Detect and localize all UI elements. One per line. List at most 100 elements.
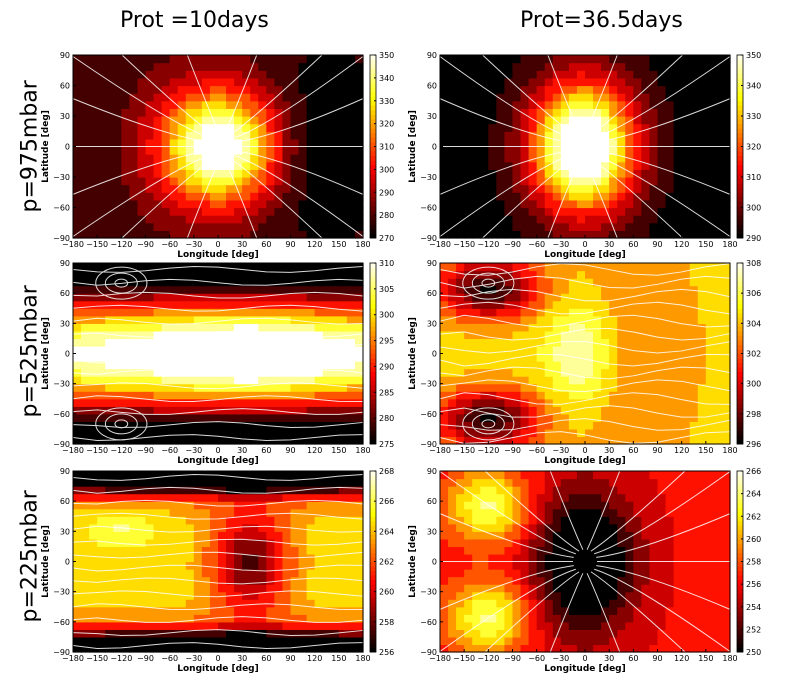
heatmap-cell xyxy=(609,207,618,216)
colorbar-step xyxy=(370,480,376,486)
heatmap-cell xyxy=(209,330,219,340)
heatmap-cell xyxy=(673,161,683,170)
heatmap-cell xyxy=(464,421,473,430)
heatmap-cell xyxy=(250,323,259,332)
heatmap-cell xyxy=(488,383,497,392)
heatmap-cell xyxy=(480,138,489,148)
heatmap-cell xyxy=(338,391,348,400)
heatmap-cell xyxy=(258,138,267,148)
heatmap-cell xyxy=(121,614,130,623)
heatmap-cell xyxy=(330,576,340,585)
heatmap-cell xyxy=(161,478,171,487)
heatmap-cell xyxy=(242,606,251,615)
heatmap-cell xyxy=(544,285,554,294)
heatmap-cell xyxy=(440,629,449,638)
heatmap-cell xyxy=(153,584,163,593)
heatmap-cell xyxy=(105,508,114,517)
heatmap-cell xyxy=(346,222,356,231)
colorbar-step xyxy=(370,228,376,234)
heatmap-cell xyxy=(673,421,683,430)
heatmap-cell xyxy=(282,584,292,593)
heatmap-cell xyxy=(354,636,364,646)
heatmap-cell xyxy=(464,353,473,362)
colorbar-step xyxy=(370,502,376,508)
vortex-streamline xyxy=(104,272,138,294)
heatmap-cell xyxy=(73,361,82,370)
heatmap-cell xyxy=(560,406,570,415)
heatmap-cell xyxy=(440,131,449,140)
heatmap-cell xyxy=(528,263,538,272)
heatmap-cell xyxy=(209,93,219,102)
heatmap-cell xyxy=(145,629,155,638)
heatmap-cell xyxy=(266,215,275,224)
heatmap-cell xyxy=(121,508,130,517)
heatmap-cell xyxy=(440,70,449,79)
heatmap-cell xyxy=(456,270,465,279)
heatmap-cell xyxy=(593,230,602,239)
heatmap-cell xyxy=(568,353,578,362)
heatmap-cell xyxy=(201,270,211,279)
streamline xyxy=(72,395,364,403)
heatmap-cell xyxy=(657,77,667,87)
heatmap-cell xyxy=(282,131,292,140)
heatmap-cell xyxy=(169,285,179,294)
heatmap-cell xyxy=(512,100,522,109)
heatmap-cell xyxy=(290,161,300,170)
heatmap-cell xyxy=(193,621,203,630)
heatmap-cell xyxy=(218,523,227,532)
heatmap-cell xyxy=(121,199,130,209)
heatmap-cell xyxy=(97,138,106,148)
heatmap-cell xyxy=(448,621,457,630)
heatmap-cell xyxy=(496,368,506,377)
heatmap-cell xyxy=(201,576,211,585)
streamline xyxy=(72,577,364,585)
heatmap-cell xyxy=(456,100,465,109)
streamline xyxy=(72,304,364,312)
heatmap-cell xyxy=(121,93,130,102)
heatmap-cell xyxy=(665,77,675,87)
heatmap-cell xyxy=(665,436,675,445)
heatmap-cell xyxy=(266,471,275,480)
heatmap-cell xyxy=(290,361,300,370)
colorbar-tick-label: 290 xyxy=(746,234,761,243)
streamline xyxy=(72,525,364,533)
heatmap-cell xyxy=(673,192,683,201)
heatmap-cell xyxy=(314,293,324,302)
heatmap-cell xyxy=(266,300,275,309)
heatmap-cell xyxy=(193,55,203,64)
heatmap-cell xyxy=(129,584,139,593)
heatmap-cell xyxy=(633,93,642,102)
heatmap-cell xyxy=(185,138,195,148)
heatmap-cell xyxy=(290,285,300,294)
x-tick-label: 150 xyxy=(698,446,713,455)
heatmap-cell xyxy=(713,315,723,324)
x-tick-label: −120 xyxy=(110,240,132,249)
streamline xyxy=(439,392,731,405)
heatmap-cell xyxy=(338,100,348,109)
heatmap-cell xyxy=(314,146,324,155)
heatmap-cell xyxy=(97,93,106,102)
heatmap-cell xyxy=(496,93,506,102)
heatmap-cell xyxy=(681,70,691,79)
heatmap-cell xyxy=(290,501,300,510)
heatmap-cell xyxy=(649,285,659,294)
heatmap-cell xyxy=(201,383,211,392)
heatmap-cell xyxy=(137,353,147,362)
heatmap-cell xyxy=(705,230,715,239)
heatmap-cell xyxy=(322,478,332,487)
x-tick-label: −150 xyxy=(453,446,475,455)
heatmap-cell xyxy=(338,308,348,317)
heatmap-cell xyxy=(560,413,570,422)
heatmap-cell xyxy=(504,308,514,317)
heatmap-cell xyxy=(330,278,340,287)
heatmap-cell xyxy=(97,501,106,510)
heatmap-cell xyxy=(105,629,114,638)
heatmap-cell xyxy=(472,77,481,87)
heatmap-cell xyxy=(322,55,332,64)
heatmap-cell xyxy=(306,636,316,646)
colorbar-step xyxy=(737,330,743,336)
colorbar-step xyxy=(370,615,376,621)
heatmap-cell xyxy=(169,486,179,495)
heatmap-cell xyxy=(705,77,715,87)
heatmap-cell xyxy=(242,614,251,623)
